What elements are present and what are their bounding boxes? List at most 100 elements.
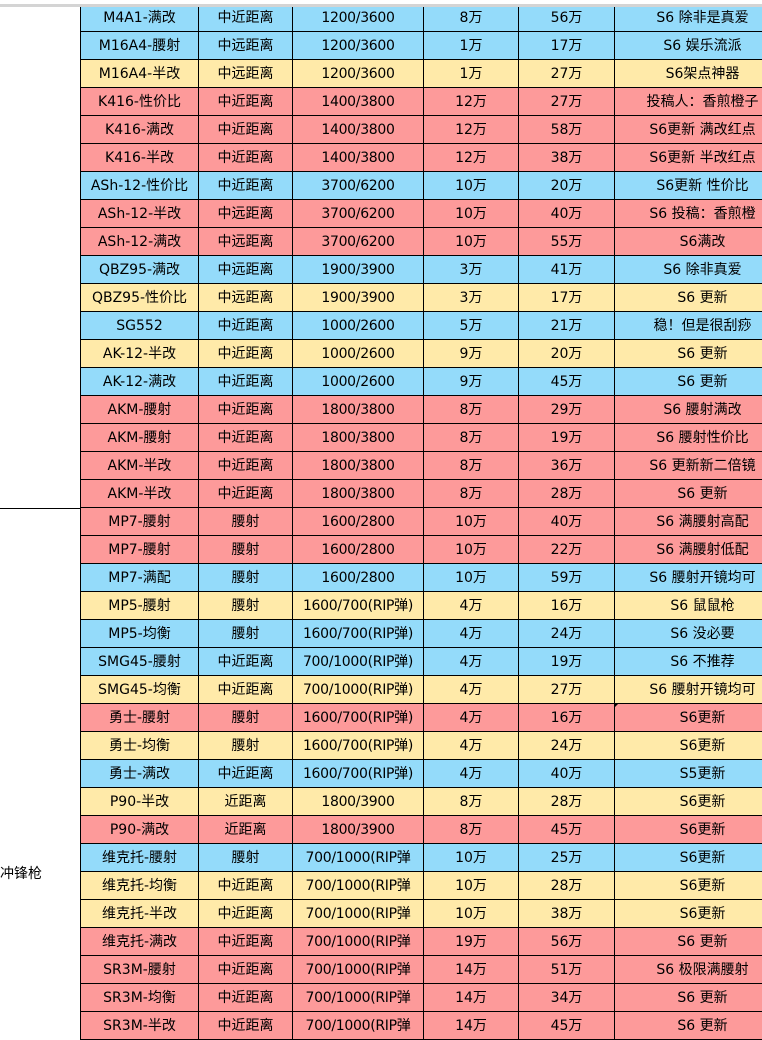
weapon-name-cell[interactable]: 勇士-腰射 [80,704,199,732]
range-cell[interactable]: 中远距离 [199,32,293,60]
ammo-cell[interactable]: 700/1000(RIP弹 [293,956,424,984]
note-cell[interactable]: S6 更新 [615,284,762,312]
range-cell[interactable]: 中远距离 [199,256,293,284]
ammo-cell[interactable]: 1900/3900 [293,284,424,312]
range-cell[interactable]: 中近距离 [199,340,293,368]
range-cell[interactable]: 中远距离 [199,200,293,228]
cost-cell[interactable]: 16万 [519,592,615,620]
note-cell[interactable]: S6更新 [615,900,762,928]
price-cell[interactable]: 10万 [424,872,519,900]
ammo-cell[interactable]: 1600/2800 [293,508,424,536]
weapon-name-cell[interactable]: M4A1-满改 [80,4,199,32]
weapon-name-cell[interactable]: 维克托-腰射 [80,844,199,872]
note-cell[interactable]: S6更新 [615,816,762,844]
cost-cell[interactable]: 58万 [519,116,615,144]
ammo-cell[interactable]: 3700/6200 [293,200,424,228]
range-cell[interactable]: 腰射 [199,704,293,732]
cost-cell[interactable]: 56万 [519,928,615,956]
cost-cell[interactable]: 45万 [519,368,615,396]
ammo-cell[interactable]: 1900/3900 [293,256,424,284]
range-cell[interactable]: 中近距离 [199,396,293,424]
cost-cell[interactable]: 28万 [519,788,615,816]
cost-cell[interactable]: 36万 [519,452,615,480]
note-cell[interactable]: S6 更新 [615,340,762,368]
weapon-name-cell[interactable]: M16A4-腰射 [80,32,199,60]
price-cell[interactable]: 10万 [424,200,519,228]
ammo-cell[interactable]: 1000/2600 [293,312,424,340]
range-cell[interactable]: 中近距离 [199,452,293,480]
range-cell[interactable]: 中近距离 [199,88,293,116]
ammo-cell[interactable]: 1600/700(RIP弹) [293,732,424,760]
note-cell[interactable]: S6更新 [615,732,762,760]
price-cell[interactable]: 8万 [424,396,519,424]
ammo-cell[interactable]: 1200/3600 [293,60,424,88]
range-cell[interactable]: 中近距离 [199,1012,293,1040]
ammo-cell[interactable]: 1600/700(RIP弹) [293,592,424,620]
cost-cell[interactable]: 28万 [519,872,615,900]
ammo-cell[interactable]: 1600/700(RIP弹) [293,620,424,648]
note-cell[interactable]: S6 腰射开镜均可 [615,676,762,704]
ammo-cell[interactable]: 1800/3800 [293,480,424,508]
note-cell[interactable]: S6 鼠鼠枪 [615,592,762,620]
note-cell[interactable]: S6 更新 [615,1012,762,1040]
note-cell[interactable]: S6 娱乐流派 [615,32,762,60]
price-cell[interactable]: 8万 [424,480,519,508]
range-cell[interactable]: 腰射 [199,564,293,592]
weapon-name-cell[interactable]: SMG45-均衡 [80,676,199,704]
price-cell[interactable]: 14万 [424,984,519,1012]
price-cell[interactable]: 14万 [424,1012,519,1040]
price-cell[interactable]: 5万 [424,312,519,340]
ammo-cell[interactable]: 3700/6200 [293,172,424,200]
weapon-name-cell[interactable]: MP5-均衡 [80,620,199,648]
weapon-name-cell[interactable]: MP7-腰射 [80,508,199,536]
range-cell[interactable]: 中远距离 [199,60,293,88]
cost-cell[interactable]: 19万 [519,424,615,452]
note-cell[interactable]: S6 更新 [615,984,762,1012]
range-cell[interactable]: 中近距离 [199,480,293,508]
range-cell[interactable]: 中近距离 [199,872,293,900]
cost-cell[interactable]: 29万 [519,396,615,424]
cost-cell[interactable]: 40万 [519,760,615,788]
note-cell[interactable]: S6架点神器 [615,60,762,88]
note-cell[interactable]: S6 满腰射低配 [615,536,762,564]
weapon-name-cell[interactable]: M16A4-半改 [80,60,199,88]
range-cell[interactable]: 中近距离 [199,312,293,340]
note-cell[interactable]: S6 更新 [615,928,762,956]
cost-cell[interactable]: 45万 [519,816,615,844]
range-cell[interactable]: 中近距离 [199,144,293,172]
range-cell[interactable]: 中近距离 [199,956,293,984]
cost-cell[interactable]: 40万 [519,508,615,536]
weapon-name-cell[interactable]: SR3M-腰射 [80,956,199,984]
ammo-cell[interactable]: 1400/3800 [293,88,424,116]
range-cell[interactable]: 腰射 [199,620,293,648]
ammo-cell[interactable]: 1600/2800 [293,536,424,564]
note-cell[interactable]: S6更新 [615,872,762,900]
ammo-cell[interactable]: 700/1000(RIP弹 [293,900,424,928]
price-cell[interactable]: 12万 [424,116,519,144]
price-cell[interactable]: 9万 [424,340,519,368]
cost-cell[interactable]: 20万 [519,172,615,200]
cost-cell[interactable]: 51万 [519,956,615,984]
range-cell[interactable]: 腰射 [199,592,293,620]
price-cell[interactable]: 14万 [424,956,519,984]
range-cell[interactable]: 中近距离 [199,984,293,1012]
note-cell[interactable]: S6更新 [615,844,762,872]
note-cell[interactable]: S6 不推荐 [615,648,762,676]
range-cell[interactable]: 中近距离 [199,676,293,704]
range-cell[interactable]: 腰射 [199,508,293,536]
weapon-name-cell[interactable]: QBZ95-满改 [80,256,199,284]
weapon-name-cell[interactable]: AK-12-满改 [80,368,199,396]
ammo-cell[interactable]: 1800/3800 [293,396,424,424]
ammo-cell[interactable]: 1200/3600 [293,32,424,60]
price-cell[interactable]: 8万 [424,452,519,480]
range-cell[interactable]: 中近距离 [199,760,293,788]
cost-cell[interactable]: 24万 [519,620,615,648]
note-cell[interactable]: S6 投稿：香煎橙 [615,200,762,228]
range-cell[interactable]: 中远距离 [199,228,293,256]
range-cell[interactable]: 中近距离 [199,116,293,144]
ammo-cell[interactable]: 1400/3800 [293,144,424,172]
cost-cell[interactable]: 45万 [519,1012,615,1040]
price-cell[interactable]: 10万 [424,844,519,872]
cost-cell[interactable]: 20万 [519,340,615,368]
weapon-name-cell[interactable]: SR3M-均衡 [80,984,199,1012]
